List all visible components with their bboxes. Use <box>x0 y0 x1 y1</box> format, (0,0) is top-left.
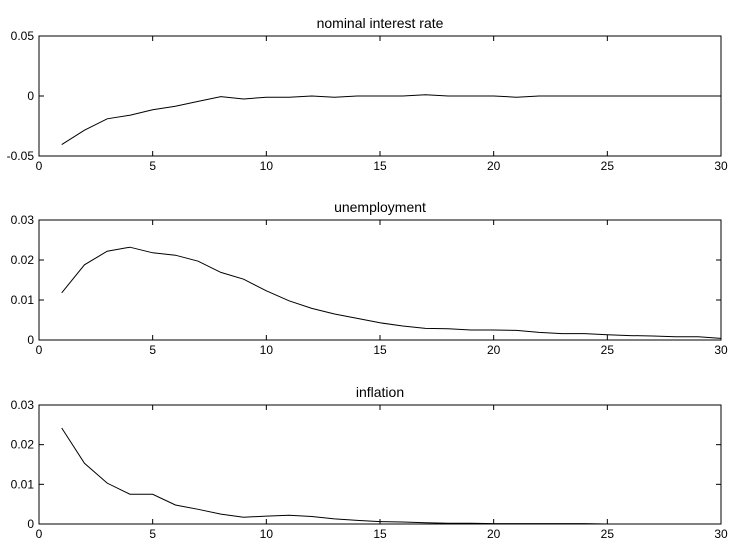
subplot-2: unemployment 0 5 10 15 20 25 30 0 0.01 0.02 0.03 <box>11 199 728 357</box>
x-tick-label: 20 <box>487 159 501 173</box>
x-tick-label: 0 <box>36 343 43 357</box>
x-tick-label: 20 <box>487 527 501 541</box>
x-tick-label: 15 <box>373 527 387 541</box>
y-tick-label: -0.05 <box>7 149 35 163</box>
y-tick-label: 0.05 <box>11 29 35 43</box>
y-tick-label: 0.03 <box>11 213 35 227</box>
y-tick-label: 0 <box>27 517 34 531</box>
x-tick-label: 15 <box>373 159 387 173</box>
x-tick-label: 25 <box>601 159 615 173</box>
x-tick-label: 25 <box>601 343 615 357</box>
subplot-title: nominal interest rate <box>317 15 444 31</box>
x-tick-label: 0 <box>36 527 43 541</box>
y-tick-label: 0.01 <box>11 293 35 307</box>
x-tick-label: 5 <box>149 527 156 541</box>
axes-box <box>38 219 722 341</box>
x-tick-label: 0 <box>36 159 43 173</box>
subplot-title: unemployment <box>334 199 426 215</box>
y-tick-label: 0.01 <box>11 477 35 491</box>
subplot-title: inflation <box>356 384 404 400</box>
x-tick-label: 5 <box>149 343 156 357</box>
axes-box <box>38 404 722 525</box>
series-line <box>61 94 721 146</box>
x-tick-label: 5 <box>149 159 156 173</box>
x-tick-label: 10 <box>260 343 274 357</box>
y-tick-label: 0.02 <box>11 253 35 267</box>
x-tick-label: 15 <box>373 343 387 357</box>
x-tick-label: 30 <box>714 343 728 357</box>
y-tick-label: 0 <box>27 89 34 103</box>
x-tick-label: 10 <box>260 527 274 541</box>
series-line <box>61 246 722 339</box>
y-tick-label: 0 <box>27 333 34 347</box>
series-line <box>61 427 721 525</box>
x-tick-label: 30 <box>714 527 728 541</box>
x-tick-label: 20 <box>487 343 501 357</box>
subplot-3: inflation 0 5 10 15 20 25 30 0 0.01 0.02 0.03 <box>11 384 728 541</box>
x-tick-label: 25 <box>601 527 615 541</box>
y-tick-label: 0.03 <box>11 398 35 412</box>
x-tick-label: 10 <box>260 159 274 173</box>
x-tick-label: 30 <box>714 159 728 173</box>
y-tick-label: 0.02 <box>11 438 35 452</box>
